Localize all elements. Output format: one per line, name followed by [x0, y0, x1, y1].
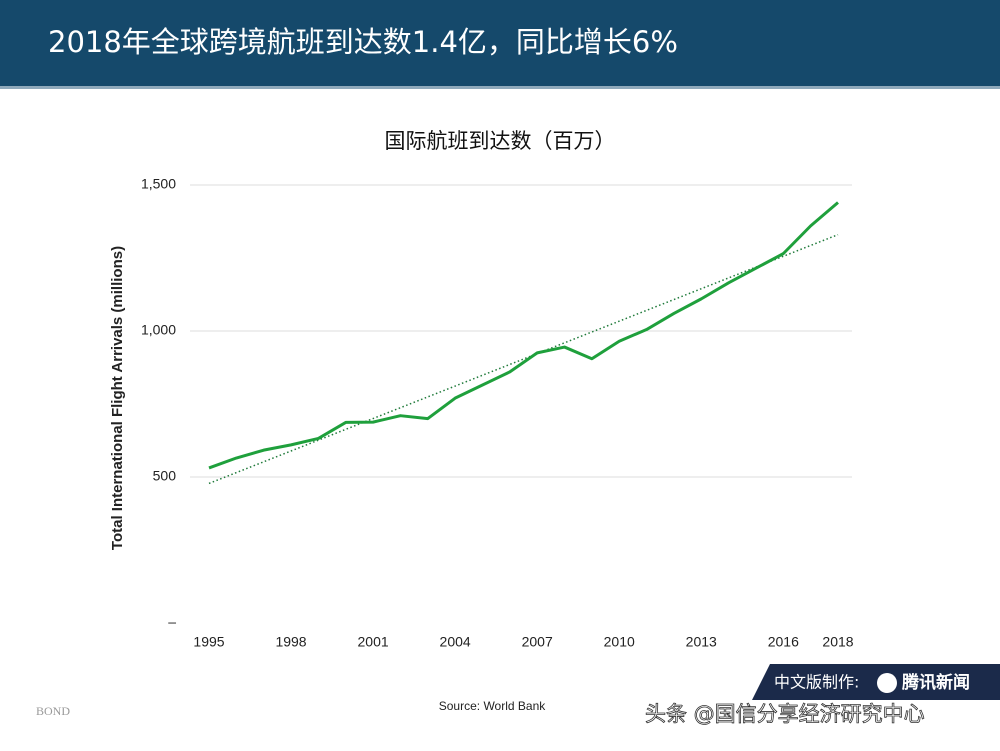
y-axis-label: Total International Flight Arrivals (mil… — [109, 246, 126, 550]
x-tick-label: 1995 — [193, 634, 224, 650]
logo: BOND — [36, 704, 70, 718]
x-tick-label: 2010 — [604, 634, 635, 650]
badge-left: 中文版制作: — [774, 673, 859, 692]
x-tick-label: 2001 — [358, 634, 389, 650]
header-bar — [0, 0, 1000, 88]
watermark: 头条 @国信分享经济研究中心 — [645, 702, 925, 726]
x-tick-label: 1998 — [275, 634, 306, 650]
trend-line — [208, 233, 839, 485]
badge-icon — [877, 673, 897, 693]
y-tick-label: 500 — [153, 468, 177, 484]
source: Source: World Bank — [439, 699, 546, 713]
y-tick-label: 1,500 — [141, 176, 176, 192]
x-tick-label: 2018 — [822, 634, 853, 650]
chart-title: 国际航班到达数（百万） — [385, 129, 616, 153]
y-tick-label: 1,000 — [141, 322, 176, 338]
x-tick-label: 2007 — [522, 634, 553, 650]
data-line — [208, 201, 839, 470]
header-rule — [0, 86, 1000, 89]
plot: – 500 1,000 1,500 1995 1998 2001 2004 2007 2010 20… — [141, 176, 854, 650]
x-tick-label: 2016 — [768, 634, 799, 650]
x-tick-label: 2004 — [440, 634, 471, 650]
x-tick-label: 2013 — [686, 634, 717, 650]
y-tick-label: – — [168, 614, 176, 630]
badge — [752, 664, 1000, 700]
badge-right: 腾讯新闻 — [902, 672, 970, 693]
header-title: 2018年全球跨境航班到达数1.4亿，同比增长6% — [48, 25, 678, 59]
